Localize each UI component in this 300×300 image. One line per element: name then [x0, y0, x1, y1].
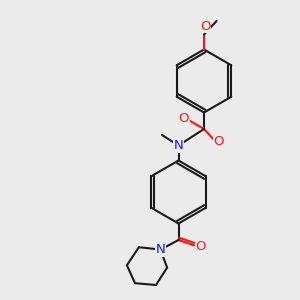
Text: O: O	[200, 20, 211, 33]
Text: O: O	[178, 112, 189, 125]
Text: N: N	[156, 243, 165, 256]
Text: N: N	[174, 139, 183, 152]
Text: O: O	[196, 240, 206, 254]
Text: O: O	[214, 135, 224, 148]
